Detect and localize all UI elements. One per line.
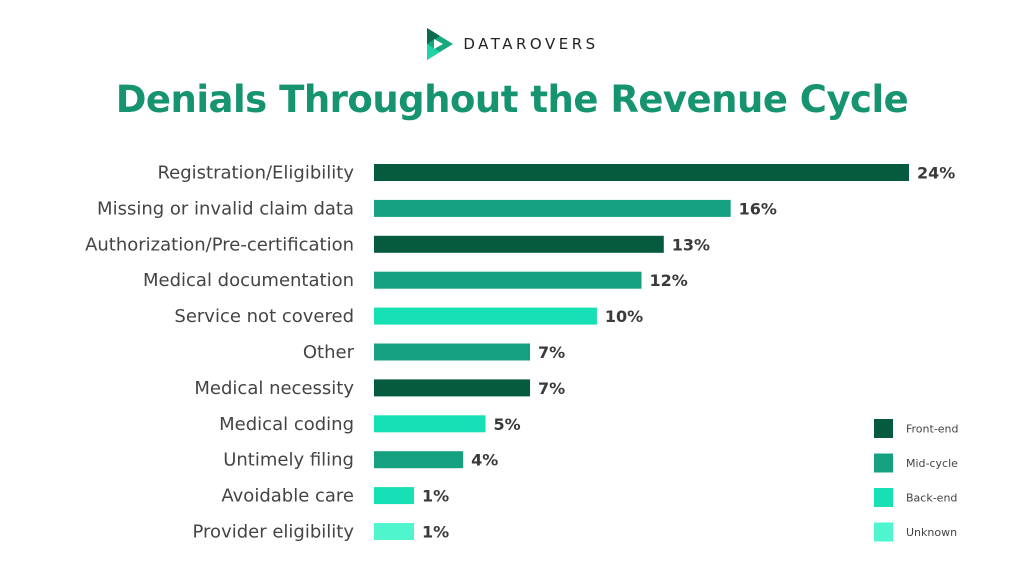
bar <box>374 271 642 289</box>
category-label: Untimely filing <box>223 450 354 471</box>
category-label: Other <box>303 342 355 363</box>
data-label: 1% <box>422 487 449 506</box>
legend-swatch <box>874 453 893 473</box>
legend-label: Unknown <box>906 526 957 539</box>
category-label: Medical necessity <box>194 378 354 399</box>
category-label: Registration/Eligibility <box>157 163 354 184</box>
legend-swatch <box>874 522 893 542</box>
brand-name: DATAROVERS <box>463 35 599 53</box>
bar <box>374 379 531 397</box>
category-label: Medical coding <box>219 414 354 435</box>
category-label: Service not covered <box>174 306 354 327</box>
bar <box>374 164 909 181</box>
bar <box>374 235 664 253</box>
datarovers-logo-icon <box>427 28 454 60</box>
legend-label: Mid-cycle <box>906 457 958 470</box>
category-label: Provider eligibility <box>193 522 355 543</box>
category-label: Avoidable care <box>221 486 354 507</box>
category-label: Medical documentation <box>143 270 354 291</box>
data-label: 7% <box>538 343 565 362</box>
bar <box>374 487 414 505</box>
data-label: 24% <box>917 164 955 183</box>
data-label: 10% <box>605 307 643 326</box>
legend-swatch <box>874 419 893 438</box>
data-label: 13% <box>672 235 710 254</box>
data-label: 4% <box>471 451 498 470</box>
bar <box>374 199 731 217</box>
data-label: 16% <box>739 199 777 218</box>
legend-swatch <box>874 488 893 507</box>
bar <box>374 343 531 361</box>
chart-title: Denials Throughout the Revenue Cycle <box>115 78 909 121</box>
bar <box>374 307 597 325</box>
data-label: 1% <box>422 523 449 542</box>
bar <box>374 451 464 469</box>
data-label: 12% <box>650 271 688 290</box>
data-label: 5% <box>493 415 520 434</box>
brand-logo: DATAROVERS <box>0 26 1024 62</box>
bar <box>374 415 486 433</box>
legend-label: Back-end <box>906 492 957 505</box>
data-label: 7% <box>538 379 565 398</box>
bar <box>374 523 414 540</box>
legend-label: Front-end <box>906 423 959 436</box>
category-label: Missing or invalid claim data <box>97 198 354 219</box>
category-label: Authorization/Pre-certification <box>85 234 354 255</box>
